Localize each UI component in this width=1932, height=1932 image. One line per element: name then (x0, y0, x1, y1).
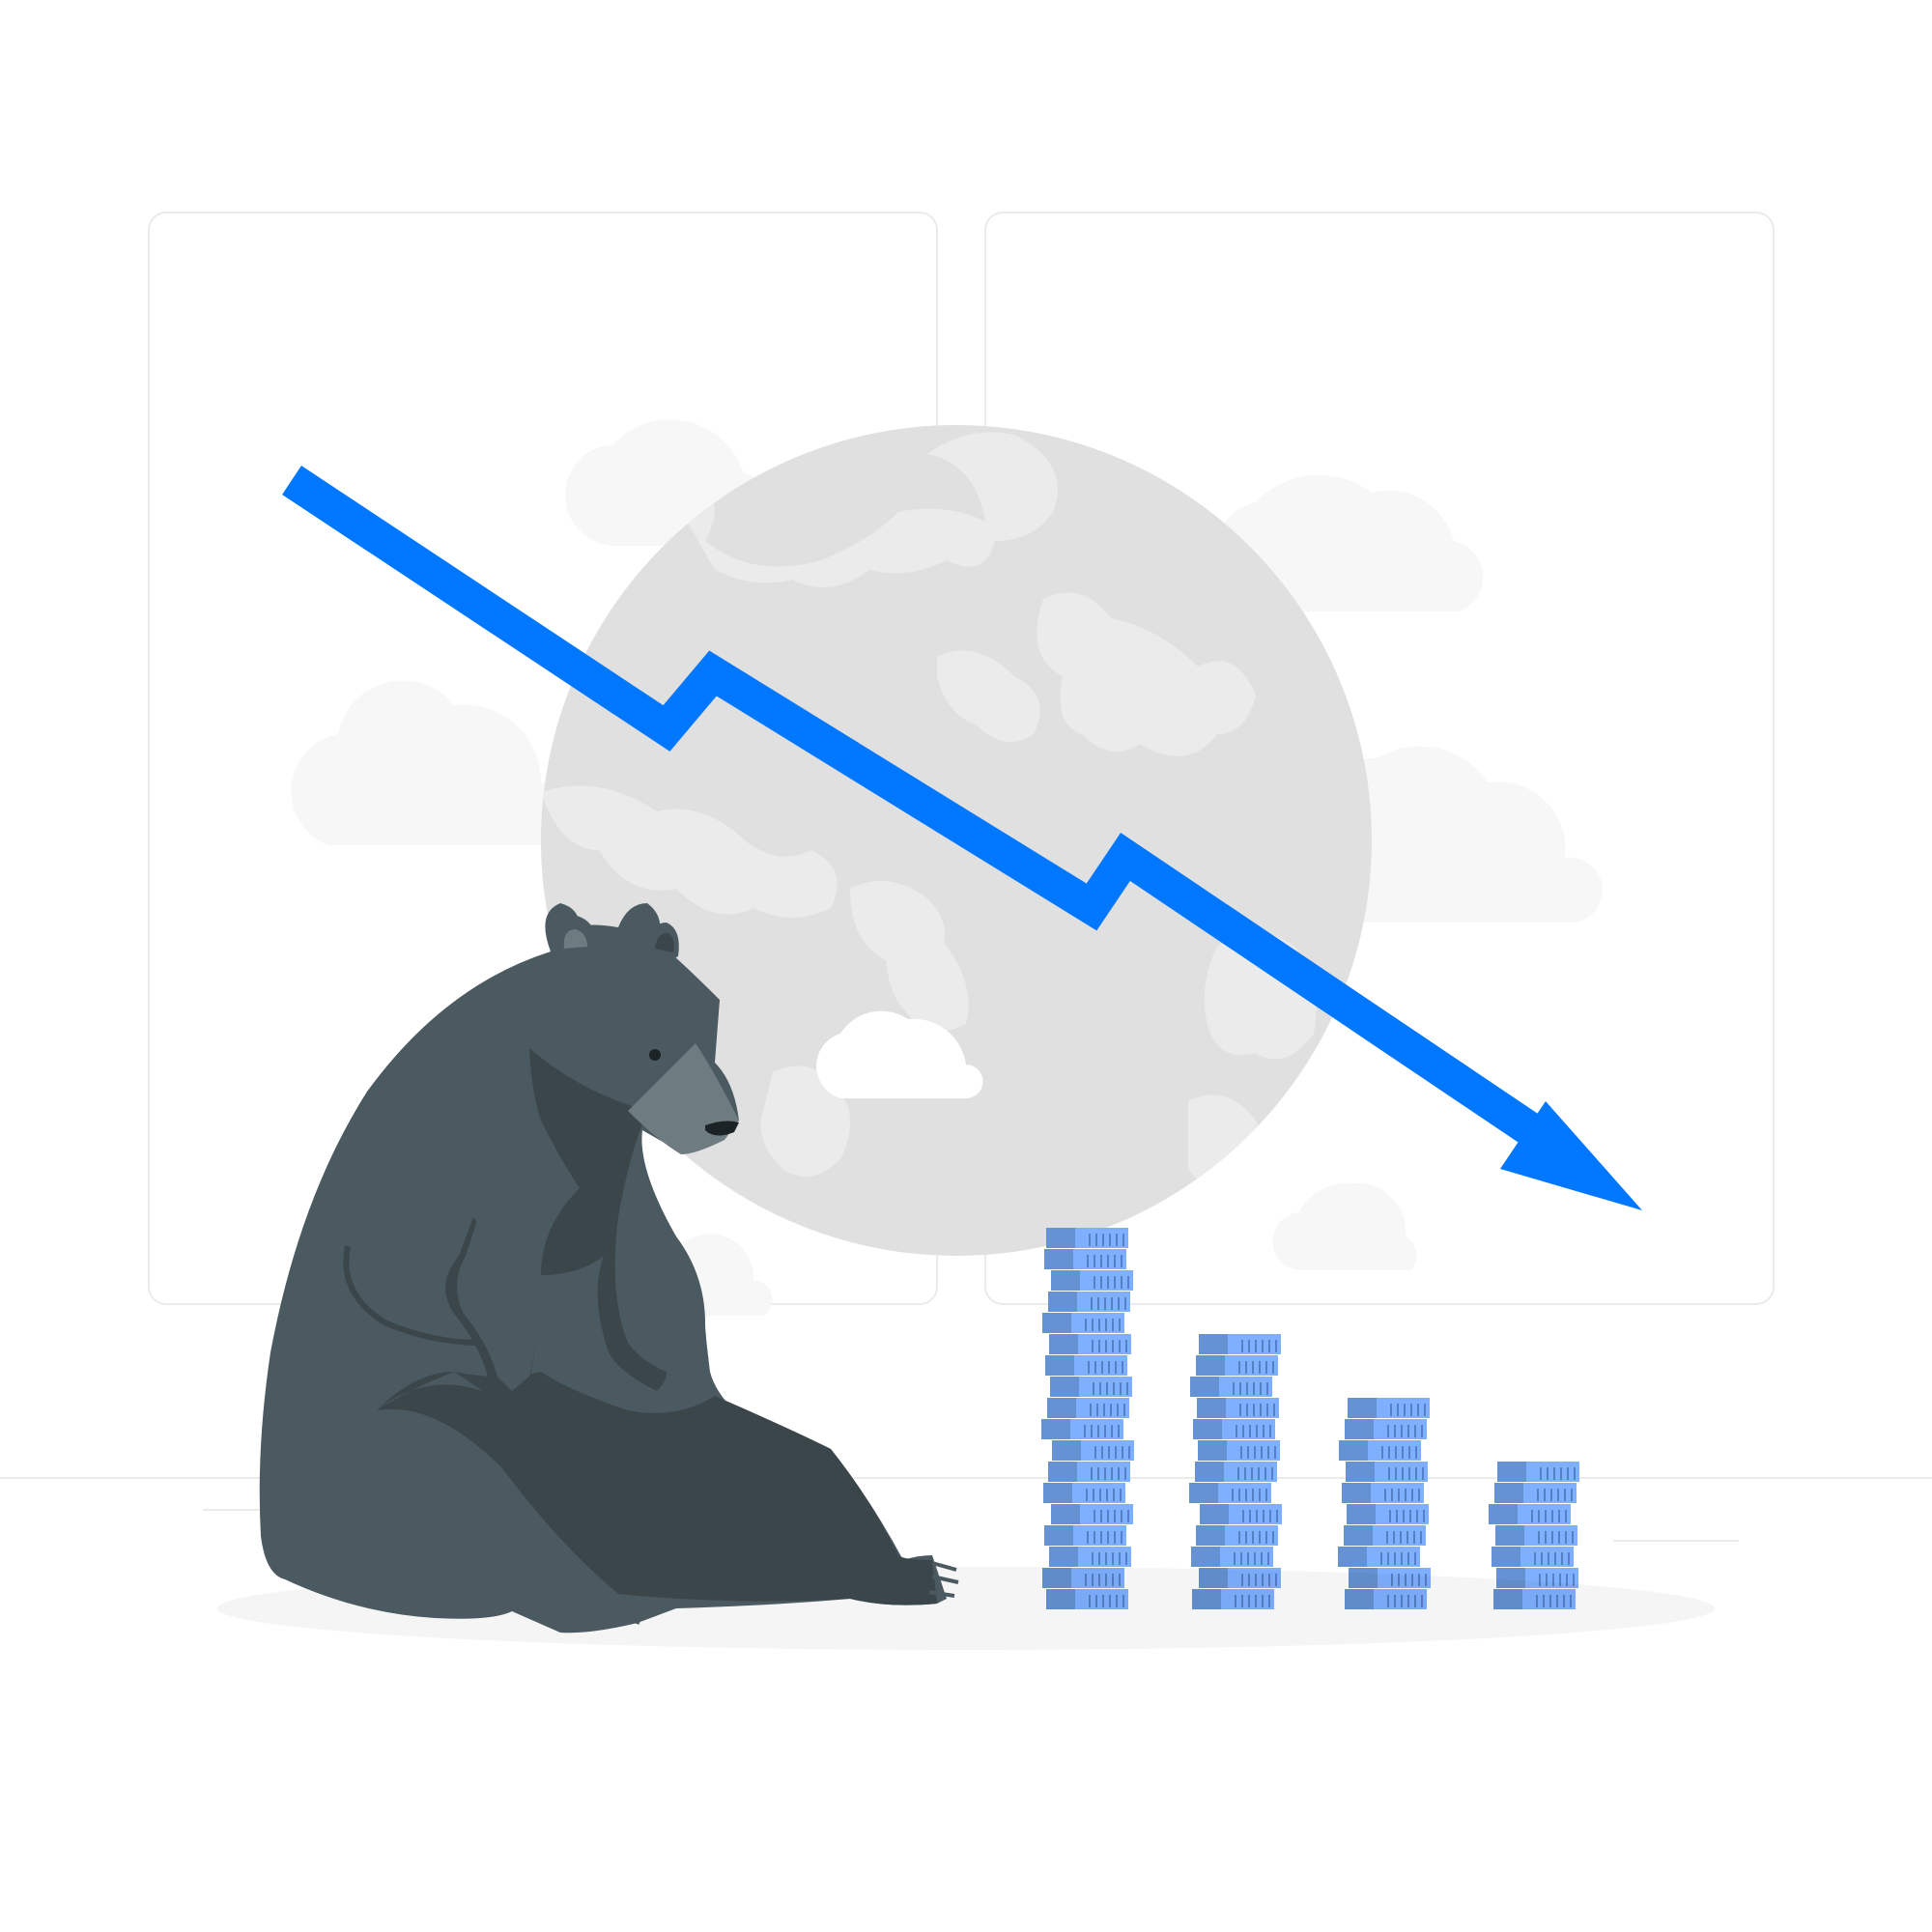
coin (1051, 1270, 1133, 1291)
bear-eye (649, 1049, 661, 1061)
coin (1347, 1504, 1429, 1524)
coin (1043, 1483, 1125, 1503)
coin (1494, 1483, 1577, 1503)
coin (1052, 1440, 1134, 1461)
cloud-icon (816, 1010, 983, 1098)
coin (1041, 1419, 1123, 1439)
coin (1342, 1483, 1424, 1503)
coin (1042, 1313, 1124, 1333)
coin-stack-icon (1041, 1228, 1134, 1609)
bear-forearm (456, 1217, 535, 1391)
coin (1198, 1440, 1280, 1461)
coin (1044, 1525, 1126, 1546)
cloud-icon (291, 680, 570, 845)
coin (1044, 1249, 1126, 1269)
coin (1193, 1419, 1275, 1439)
coin (1050, 1377, 1132, 1397)
coin (1189, 1483, 1271, 1503)
coin (1190, 1377, 1272, 1397)
coin (1048, 1292, 1130, 1312)
coin (1344, 1525, 1426, 1546)
coin (1346, 1462, 1428, 1482)
bear-thigh-line (343, 1245, 479, 1346)
coin (1197, 1398, 1279, 1418)
coin-stack-icon (1189, 1334, 1282, 1609)
coin (1338, 1547, 1420, 1567)
bear-claws (617, 1561, 959, 1625)
bear-shadow (377, 1372, 937, 1605)
coin (1049, 1547, 1131, 1567)
coin (1345, 1419, 1427, 1439)
cloud-icon (1212, 474, 1484, 611)
coin (1339, 1440, 1421, 1461)
coin (1047, 1398, 1129, 1418)
coin (1051, 1504, 1133, 1524)
coin (1348, 1398, 1430, 1418)
coin (1199, 1334, 1281, 1354)
coin (1492, 1547, 1574, 1567)
bear-nose (705, 1121, 739, 1136)
coin (1046, 1228, 1128, 1248)
coin (1196, 1355, 1278, 1376)
bear-ear-left-inner (563, 929, 587, 949)
coin (1196, 1525, 1278, 1546)
coin (1191, 1547, 1273, 1567)
downtrend-arrow-icon (282, 465, 1642, 1210)
coin (1497, 1462, 1579, 1482)
coin (1495, 1525, 1577, 1546)
cloud-icon (1272, 1182, 1417, 1271)
bear-ear-right-inner (655, 932, 674, 952)
coin (1200, 1504, 1282, 1524)
coin (1195, 1462, 1277, 1482)
coin (1048, 1462, 1130, 1482)
coin (1049, 1334, 1131, 1354)
coin (1489, 1504, 1571, 1524)
bear-icon (259, 903, 959, 1634)
bear-chest-shadow (529, 1048, 667, 1391)
coin (1045, 1355, 1127, 1376)
coin-stacks (1041, 1228, 1579, 1609)
